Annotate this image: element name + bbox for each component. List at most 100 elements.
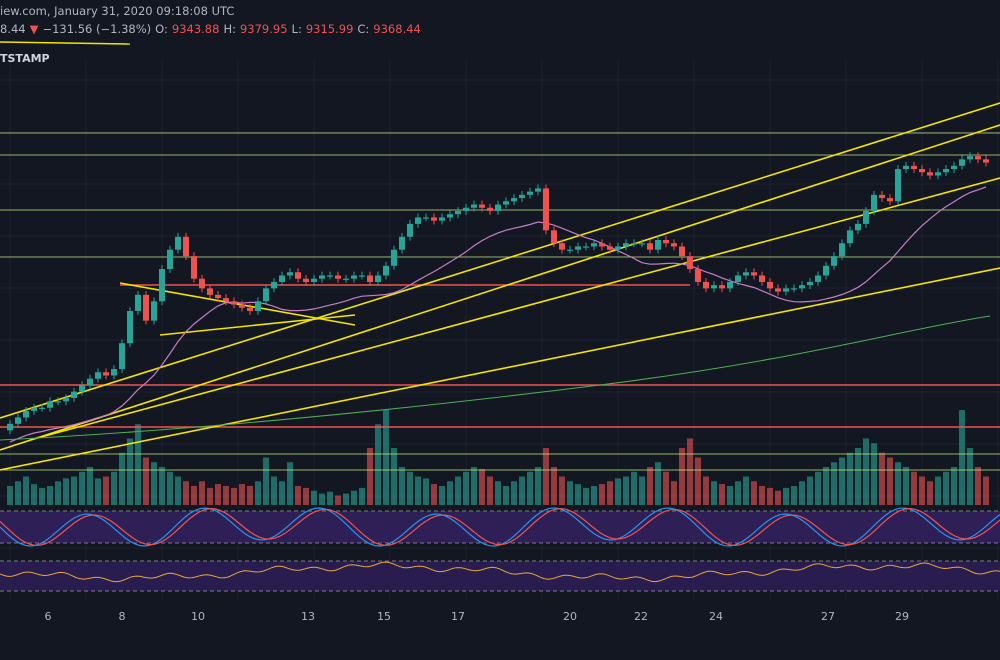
x-axis-tick-label: 17 (451, 610, 465, 623)
candle-body (623, 243, 629, 247)
candle-body (919, 169, 925, 173)
volume-bar (439, 486, 445, 505)
candle-body (471, 204, 477, 208)
volume-bar (575, 484, 581, 505)
volume-bar (967, 448, 973, 505)
candle-body (711, 285, 717, 289)
volume-bar (87, 467, 93, 505)
candle-body (111, 369, 117, 376)
x-axis-tick-label: 15 (377, 610, 391, 623)
trend-line (0, 267, 1000, 471)
volume-bar (31, 484, 37, 505)
candle-body (399, 236, 405, 250)
candle-body (551, 230, 557, 244)
volume-bar (303, 487, 309, 505)
candle-body (775, 288, 781, 292)
volume-bar (863, 438, 869, 505)
candle-body (743, 272, 749, 276)
volume-bar (159, 467, 165, 505)
volume-bar (455, 476, 461, 505)
volume-bar (7, 486, 13, 505)
candle-body (535, 188, 541, 192)
volume-bar (463, 471, 469, 505)
candle-body (559, 243, 565, 250)
volume-bar (687, 438, 693, 505)
volume-bar (287, 462, 293, 505)
candle-body (423, 217, 429, 219)
header-timestamp: iew.com, January 31, 2020 09:18:08 UTC (0, 4, 234, 18)
volume-bar (903, 467, 909, 505)
volume-bar (671, 481, 677, 505)
close-label: C: (357, 22, 370, 36)
candle-body (607, 246, 613, 250)
volume-bar (639, 476, 645, 505)
volume-bar (319, 493, 325, 505)
candle-body (935, 172, 941, 176)
volume-bar (71, 476, 77, 505)
volume-bar (695, 457, 701, 505)
volume-bar (503, 486, 509, 505)
candle-body (599, 243, 605, 247)
candle-body (671, 243, 677, 247)
volume-bar (727, 486, 733, 505)
volume-bar (679, 448, 685, 505)
volume-bar (15, 481, 21, 505)
candle-body (695, 269, 701, 282)
candle-body (95, 372, 101, 379)
candle-body (55, 401, 61, 403)
candle-body (351, 275, 357, 279)
volume-bar (431, 484, 437, 505)
candle-body (855, 223, 861, 231)
candle-body (871, 194, 877, 211)
low-value: 9315.99 (305, 22, 354, 36)
candle-body (759, 275, 765, 282)
moving-average-pink (9, 186, 987, 443)
volume-bar (135, 424, 141, 505)
volume-bar (335, 495, 341, 505)
x-axis-tick-label: 24 (709, 610, 723, 623)
volume-bar (167, 471, 173, 505)
candle-body (263, 288, 269, 302)
candle-body (63, 398, 69, 402)
volume-bar (879, 452, 885, 505)
candle-body (951, 165, 957, 170)
x-axis-tick-label: 27 (821, 610, 835, 623)
candle-body (927, 172, 933, 176)
candle-body (447, 214, 453, 218)
volume-bar (975, 467, 981, 505)
candle-body (911, 165, 917, 170)
volume-bar (119, 452, 125, 505)
volume-bar (799, 481, 805, 505)
candle-body (831, 256, 837, 266)
volume-bar (647, 467, 653, 505)
volume-bar (199, 481, 205, 505)
open-value: 9343.88 (171, 22, 220, 36)
stoch-panel-bg (0, 511, 1000, 543)
candle-body (783, 288, 789, 292)
candle-body (223, 298, 229, 302)
candle-body (839, 243, 845, 257)
candle-body (847, 230, 853, 244)
volume-bar (247, 486, 253, 505)
volume-bar (95, 478, 101, 505)
candle-body (495, 204, 501, 211)
volume-bar (399, 467, 405, 505)
candle-body (583, 246, 589, 248)
candle-body (511, 198, 517, 202)
candle-body (231, 301, 237, 305)
x-axis-tick-label: 22 (634, 610, 648, 623)
candle-body (343, 278, 349, 280)
volume-bar (847, 452, 853, 505)
volume-bar (111, 471, 117, 505)
volume-bar (583, 487, 589, 505)
candle-body (943, 169, 949, 173)
candle-body (247, 307, 253, 311)
last-price: 8.44 (0, 22, 26, 36)
candle-body (375, 275, 381, 282)
candle-body (631, 243, 637, 245)
rsi-line (0, 561, 1000, 583)
candle-body (807, 281, 813, 286)
candle-body (23, 410, 29, 418)
